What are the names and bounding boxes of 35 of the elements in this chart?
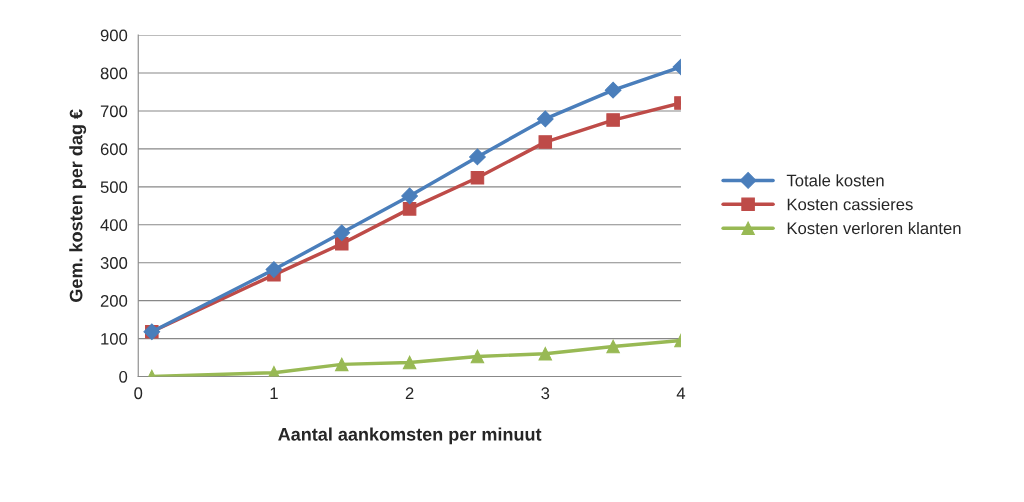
- y-tick-label: 300: [100, 257, 128, 269]
- x-tick-label: 2: [405, 387, 414, 399]
- point: [334, 357, 349, 372]
- point: [606, 113, 620, 127]
- legend-label: Totale kosten: [786, 174, 884, 187]
- point: [538, 346, 553, 361]
- y-tick-label: 400: [100, 219, 128, 231]
- legend-label: Kosten verloren klanten: [787, 221, 961, 235]
- x-tick-label: 1: [270, 387, 278, 399]
- point: [606, 339, 620, 354]
- x-tick-label: 4: [676, 387, 686, 399]
- point: [265, 261, 283, 278]
- y-tick-label: 100: [101, 332, 128, 345]
- y-tick-label: 700: [100, 105, 128, 118]
- y-axis-title: Gem. kosten per dag €: [69, 109, 87, 302]
- y-tick-label: 500: [100, 181, 128, 194]
- point: [401, 187, 418, 205]
- y-tick-label: 600: [100, 143, 128, 156]
- point: [469, 148, 486, 166]
- point: [470, 170, 485, 185]
- x-tick-label: 0: [134, 387, 143, 400]
- y-tick-label: 800: [100, 67, 128, 80]
- y-tick-label: 200: [100, 295, 128, 307]
- y-tick-label: 900: [100, 29, 128, 42]
- point: [536, 110, 554, 128]
- x-tick-label: 3: [541, 387, 550, 400]
- point: [470, 349, 485, 364]
- x-axis-title: Aantal aankomsten per minuut: [278, 427, 542, 445]
- legend-label: Kosten cassieres: [787, 198, 913, 211]
- point: [604, 81, 622, 99]
- point: [333, 224, 351, 242]
- y-tick-label: 0: [119, 370, 128, 383]
- point: [402, 202, 417, 216]
- point: [538, 135, 553, 149]
- point: [402, 355, 417, 370]
